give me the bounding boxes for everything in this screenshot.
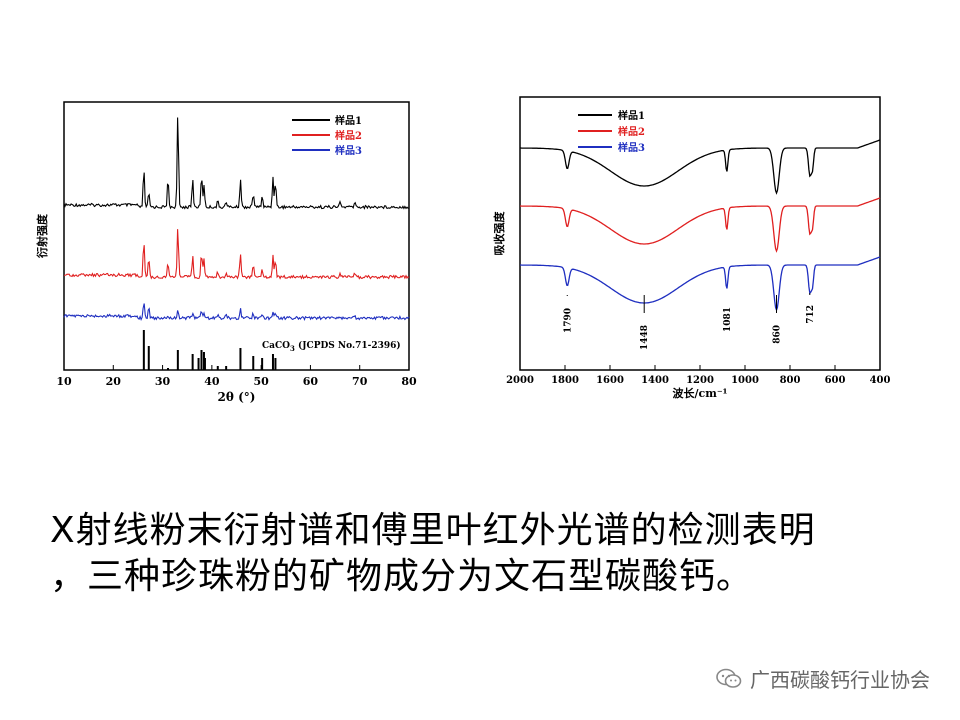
xrd-x-tick-label: 10 [56, 375, 72, 388]
xrd-plot-frame [63, 101, 410, 371]
xrd-x-tick-label: 80 [401, 375, 417, 388]
xrd-x-tick-label: 70 [352, 375, 368, 388]
caption-line-1: X射线粉末衍射谱和傅里叶红外光谱的检测表明 [50, 510, 816, 551]
caption-line-2: ，三种珍珠粉的矿物成分为文石型碳酸钙。 [50, 556, 754, 597]
xrd-x-tick-label: 20 [106, 375, 122, 388]
xrd-y-axis-label: 衍射强度 [35, 213, 49, 259]
xrd-x-tick-label: 50 [253, 375, 269, 388]
xrd-reference-label: CaCO3 (JCPDS No.71-2396) [262, 340, 401, 353]
xrd-legend-label-1: 样品1 [335, 114, 362, 127]
caption-text: X射线粉末衍射谱和傅里叶红外光谱的检测表明 ，三种珍珠粉的矿物成分为文石型碳酸钙… [50, 508, 930, 600]
wechat-icon [716, 668, 742, 688]
xrd-legend-label-3: 样品3 [335, 144, 362, 157]
xrd-x-tick-label: 40 [204, 375, 220, 388]
xrd-series-line-3 [63, 303, 410, 321]
xrd-series-line-1 [63, 117, 410, 210]
watermark-text: 广西碳酸钙行业协会 [750, 668, 930, 692]
xrd-x-axis-label: 2θ (°) [218, 390, 256, 404]
xrd-legend-label-2: 样品2 [335, 129, 362, 142]
watermark: 广西碳酸钙行业协会 [716, 664, 930, 693]
xrd-x-tick-label: 30 [155, 375, 171, 388]
xrd-series-line-2 [63, 229, 410, 280]
xrd-x-tick-label: 60 [303, 375, 319, 388]
